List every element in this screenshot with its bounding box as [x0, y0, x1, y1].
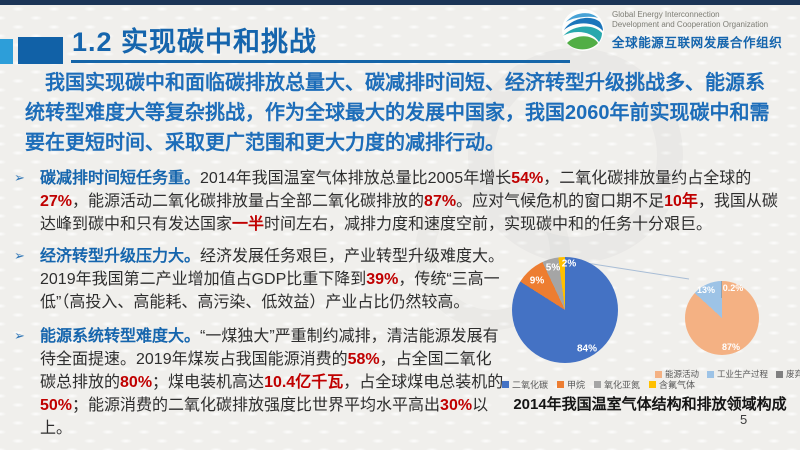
- top-accent-stripe: [0, 0, 800, 5]
- body-text: ，占全球煤电总装机的: [343, 374, 504, 391]
- legend-item: 废弃物处理: [776, 368, 800, 380]
- legend-swatch-icon: [707, 370, 715, 378]
- legend-item: 氧化亚氮: [594, 378, 640, 391]
- organization-logo: Global Energy Interconnection Developmen…: [561, 8, 782, 52]
- body-text: “一煤独大”严重制约减排，清洁能源发展有待全面提速。2019年煤炭占我国能源消费…: [40, 328, 499, 368]
- legend-label: 二氧化碳: [512, 380, 549, 390]
- body-text: ，能源活动二氧化碳排放量占全部二氧化碳排放的: [72, 193, 425, 210]
- emphasis-text: 一半: [232, 216, 265, 233]
- bullet-arrow-icon: ➢: [14, 170, 25, 185]
- bullet-heading: 经济转型升级压力大。: [40, 248, 201, 265]
- bullet-heading: 碳减排时间短任务重。: [40, 170, 201, 187]
- emphasis-text: 58%: [347, 351, 380, 368]
- legend-label: 工业生产过程: [717, 369, 769, 379]
- header-accent-square-light: [0, 39, 13, 64]
- emphasis-text: 50%: [40, 397, 73, 414]
- legend-greenhouse-gas: 二氧化碳 甲烷 氧化亚氮 含氟气体: [502, 378, 695, 391]
- legend-swatch-icon: [502, 381, 509, 388]
- emphasis-text: 54%: [511, 170, 544, 187]
- body-text: 经济发展任务艰巨，产业转型升级难度大。2019年我国第二产业增加值占GDP比重下…: [40, 248, 505, 288]
- bullet-text: 碳减排时间短任务重。2014年我国温室气体排放总量比2005年增长54%，二氧化…: [40, 167, 792, 236]
- bullet-text: 经济转型升级压力大。经济发展任务艰巨，产业转型升级难度大。2019年我国第二产业…: [40, 245, 506, 314]
- org-name-en-line2: Development and Cooperation Organization: [612, 19, 769, 29]
- slice-label-co2: 84%: [576, 343, 598, 355]
- legend-item: 能源活动: [655, 368, 699, 380]
- organization-name: Global Energy Interconnection Developmen…: [612, 10, 782, 51]
- slice-label-n2o: 5%: [545, 262, 561, 274]
- legend-swatch-icon: [649, 381, 657, 388]
- emphasis-text: 39%: [366, 271, 399, 288]
- slice-label-waste: 0.2%: [722, 283, 744, 293]
- emphasis-text: 10.4亿千瓦: [264, 374, 344, 391]
- body-text: ；煤电装机高达: [152, 374, 265, 391]
- emphasis-text: 27%: [40, 193, 73, 210]
- header-accent-square-dark: [18, 37, 63, 64]
- bullet-text: 能源系统转型难度大。“一煤独大”严重制约减排，清洁能源发展有待全面提速。2019…: [40, 325, 506, 440]
- org-name-zh: 全球能源互联网发展合作组织: [612, 35, 783, 50]
- legend-emission-domains: 能源活动 工业生产过程 废弃物处理: [655, 368, 800, 380]
- title-underline: [71, 60, 570, 63]
- legend-item: 二氧化碳: [502, 378, 548, 391]
- body-text: ；能源消费的二氧化碳排放强度比世界平均水平高出: [72, 397, 441, 414]
- slice-label-fgas: 2%: [561, 258, 577, 270]
- bullet-energy-system: ➢ 能源系统转型难度大。“一煤独大”严重制约减排，清洁能源发展有待全面提速。20…: [14, 325, 506, 440]
- chart-caption: 2014年我国温室气体结构和排放领域构成: [513, 396, 787, 413]
- globe-icon: [562, 9, 604, 51]
- bullet-body: 经济发展任务艰巨，产业转型升级难度大。2019年我国第二产业增加值占GDP比重下…: [40, 248, 504, 311]
- org-name-en-line1: Global Energy Interconnection: [612, 9, 720, 19]
- legend-label: 氧化亚氮: [604, 380, 641, 390]
- pie-chart-emission-domains: 87% 13% 0.2%: [685, 281, 759, 355]
- body-text: ，传统“三高一低”（高投入、高能耗、高污染、低效益）产业占比仍然较高。: [40, 271, 500, 311]
- legend-item: 含氟气体: [649, 378, 695, 391]
- bullet-heading: 能源系统转型难度大。: [40, 328, 201, 345]
- body-text: ，占全国二氧化碳总排放的: [40, 351, 492, 391]
- bullet-arrow-icon: ➢: [14, 328, 25, 343]
- bullet-body: 2014年我国温室气体排放总量比2005年增长54%，二氧化碳排放量约占全球的 2…: [40, 170, 778, 233]
- legend-label: 甲烷: [567, 380, 586, 390]
- bullet-carbon-reduction-time: ➢ 碳减排时间短任务重。2014年我国温室气体排放总量比2005年增长54%，二…: [14, 167, 792, 236]
- page-number: 5: [740, 412, 748, 427]
- legend-swatch-icon: [776, 370, 784, 378]
- legend-swatch-icon: [655, 370, 662, 378]
- emphasis-text: 10年: [664, 193, 698, 210]
- legend-swatch-icon: [557, 381, 565, 388]
- bullet-body: “一煤独大”严重制约减排，清洁能源发展有待全面提速。2019年煤炭占我国能源消费…: [40, 328, 503, 437]
- legend-label: 含氟气体: [659, 380, 696, 390]
- legend-item: 甲烷: [557, 378, 585, 391]
- bullet-arrow-icon: ➢: [14, 248, 25, 263]
- legend-swatch-icon: [594, 381, 602, 388]
- body-text: ，二氧化碳排放量约占全球的: [543, 170, 752, 187]
- legend-label: 废弃物处理: [786, 369, 800, 379]
- slice-label-energy: 87%: [721, 342, 741, 352]
- emphasis-text: 30%: [440, 397, 473, 414]
- body-text: 以上。: [40, 397, 489, 437]
- slice-label-industry: 13%: [696, 285, 716, 295]
- body-text: 时间左右，减排力度和速度空前，实现碳中和的任务十分艰巨。: [264, 216, 713, 233]
- body-text: 。应对气候危机的窗口期不足: [456, 193, 665, 210]
- bullet-economic-transition: ➢ 经济转型升级压力大。经济发展任务艰巨，产业转型升级难度大。2019年我国第二…: [14, 245, 506, 314]
- pie-chart-greenhouse-gas-structure: 84% 9% 5% 2%: [512, 257, 618, 363]
- intro-paragraph: 我国实现碳中和面临碳排放总量大、碳减排时间短、经济转型升级挑战多、能源系统转型难…: [25, 72, 770, 154]
- slice-label-methane: 9%: [529, 275, 545, 287]
- slide-title: 1.2 实现碳中和挑战: [72, 27, 318, 57]
- body-text: ，我国从碳达峰到碳中和只有发达国家: [40, 193, 778, 233]
- emphasis-text: 80%: [120, 374, 153, 391]
- body-text: 2014年我国温室气体排放总量比2005年增长: [200, 170, 512, 187]
- legend-item: 工业生产过程: [707, 368, 768, 380]
- legend-label: 能源活动: [665, 369, 700, 379]
- emphasis-text: 87%: [424, 193, 457, 210]
